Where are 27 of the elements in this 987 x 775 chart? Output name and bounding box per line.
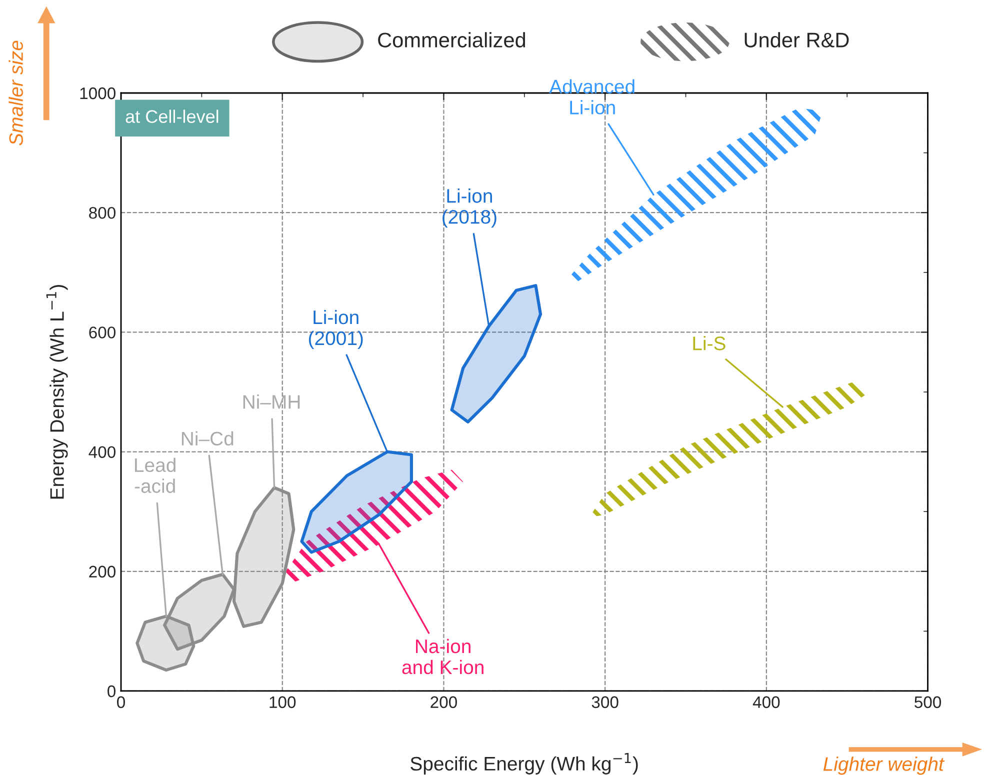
text: Li-ion (2018) <box>442 188 496 228</box>
text: Commercialized <box>378 32 526 48</box>
y-tick-label: 0 <box>108 685 116 698</box>
x-axis-title: Specific Energy (Wh kg$^{−1}$) <box>410 753 638 774</box>
x-tick-label: 0 <box>117 696 125 708</box>
y-tick-label: 600 <box>89 326 116 338</box>
x-tick-label: 100 <box>270 696 296 708</box>
text: Ni–Cd <box>182 431 234 446</box>
text: Lead -acid <box>134 458 176 493</box>
text: Li-ion (2001) <box>308 310 363 350</box>
x-tick-label: 500 <box>914 696 942 708</box>
text: Under R&D <box>744 32 849 48</box>
annotation: at Cell-level <box>126 110 218 123</box>
text: Ni–MH <box>243 394 300 409</box>
x-tick-label: 400 <box>752 696 780 708</box>
y-tick-label: 800 <box>89 207 116 219</box>
y-tick-label: 400 <box>88 446 116 458</box>
text: Advanced Li-ion <box>549 79 634 114</box>
text: Na-ion and K-ion <box>402 638 484 674</box>
text: Li-S <box>693 336 726 350</box>
y-tick-label: 1000 <box>80 87 116 100</box>
x-tick-label: 200 <box>430 696 457 708</box>
y-axis-title: Energy Density (Wh L$^{−1}$) <box>46 285 68 499</box>
x-tick-label: 300 <box>592 696 618 708</box>
text: Lighter weight <box>823 756 945 775</box>
text: Smaller size <box>8 40 23 146</box>
y-tick-label: 200 <box>89 566 116 578</box>
